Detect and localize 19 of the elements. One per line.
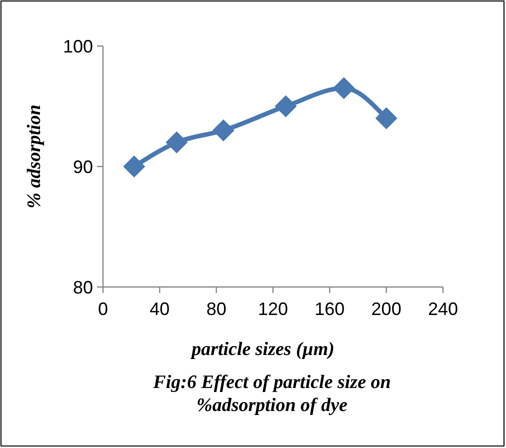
x-tick-label: 0	[98, 299, 108, 319]
point	[332, 77, 355, 100]
x-tick-label: 200	[371, 299, 402, 319]
point	[123, 156, 146, 178]
x-tick-label: 240	[428, 299, 458, 319]
x-tick-label: 40	[150, 299, 170, 319]
y-tick-label: 100	[62, 36, 93, 56]
text: Fig:6 Effect of particle size on %adsorption of dye	[152, 372, 391, 416]
x-tick-label: 160	[314, 299, 345, 319]
point	[212, 119, 234, 142]
x-tick-label: 80	[206, 299, 226, 319]
y-tick-label: 80	[72, 277, 93, 298]
point	[166, 131, 188, 154]
x-axis-title: particle sizes (µm)	[190, 339, 334, 360]
x-tick-label: 120	[258, 299, 288, 319]
y-axis-title: % adsorption	[24, 104, 45, 208]
point	[274, 95, 297, 118]
point	[375, 107, 398, 130]
y-tick-label: 90	[72, 156, 93, 177]
